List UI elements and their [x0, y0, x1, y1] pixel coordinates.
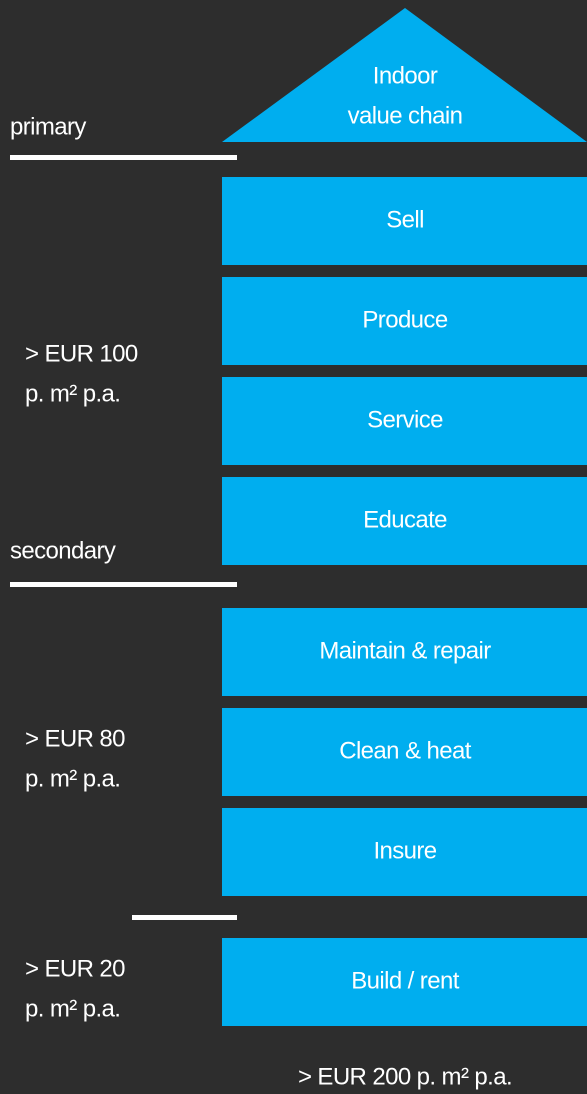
- side-label: p. m² p.a.: [25, 995, 120, 1022]
- level-label: primary: [10, 113, 86, 140]
- value-chain-box: [222, 708, 587, 796]
- value-chain-box: [222, 808, 587, 896]
- triangle-label: Indoor: [373, 62, 438, 89]
- value-chain-box: [222, 277, 587, 365]
- box-label: Insure: [373, 837, 436, 864]
- divider: [10, 582, 237, 587]
- box-label: Sell: [386, 206, 424, 233]
- value-chain-box: [222, 938, 587, 1026]
- value-chain-triangle: [222, 8, 587, 142]
- value-chain-box: [222, 177, 587, 265]
- value-chain-box: [222, 377, 587, 465]
- box-label: Build / rent: [351, 967, 459, 994]
- value-chain-box: [222, 477, 587, 565]
- side-label: p. m² p.a.: [25, 380, 120, 407]
- box-label: Maintain & repair: [319, 637, 491, 664]
- side-label: > EUR 20: [25, 955, 125, 982]
- box-label: Educate: [363, 506, 447, 533]
- side-label: > EUR 100: [25, 340, 138, 367]
- level-label: secondary: [10, 537, 116, 564]
- side-label: > EUR 80: [25, 725, 125, 752]
- box-label: Service: [367, 406, 443, 433]
- triangle-label: value chain: [348, 102, 463, 129]
- side-label: p. m² p.a.: [25, 765, 120, 792]
- divider: [132, 915, 237, 920]
- divider: [10, 155, 237, 160]
- box-label: Produce: [362, 306, 447, 333]
- box-label: Clean & heat: [339, 737, 471, 764]
- footer-label: > EUR 200 p. m² p.a.: [298, 1063, 512, 1090]
- value-chain-box: [222, 608, 587, 696]
